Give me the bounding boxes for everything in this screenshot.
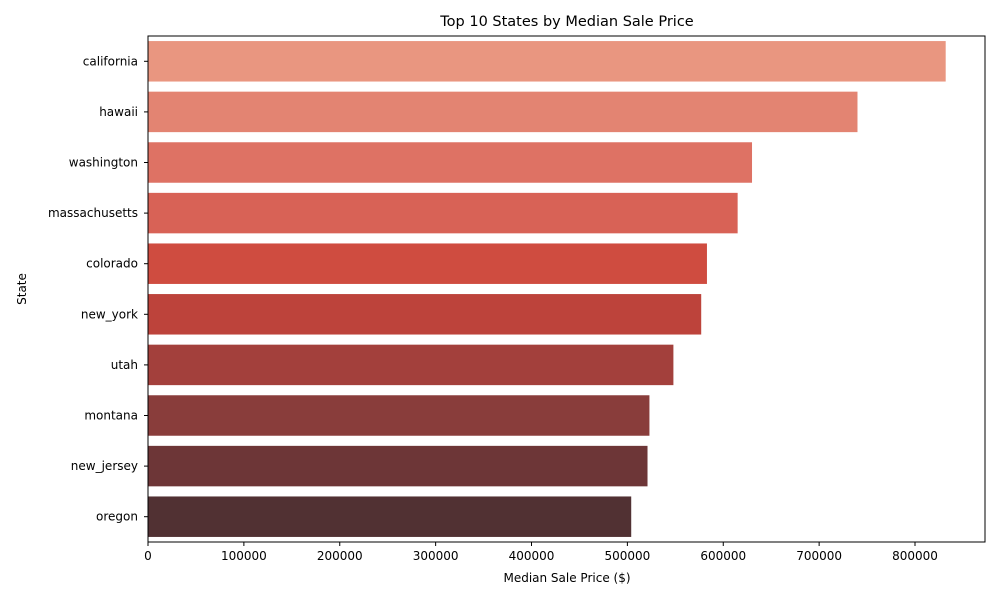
y-tick-label: massachusetts <box>48 206 138 220</box>
x-tick-label: 700000 <box>796 549 842 563</box>
bar-hawaii <box>148 91 858 133</box>
x-tick-label: 200000 <box>317 549 363 563</box>
x-axis-ticks: 0 100000 200000 300000 400000 500000 600000 700… <box>144 542 938 563</box>
x-tick-label: 100000 <box>221 549 267 563</box>
x-tick-label: 600000 <box>700 549 746 563</box>
y-tick-label: washington <box>69 156 138 170</box>
y-tick-label: california <box>83 54 138 68</box>
x-tick-label: 800000 <box>892 549 938 563</box>
bar-washington <box>148 142 753 183</box>
bar-new-jersey <box>148 445 648 487</box>
bar-oregon <box>148 496 632 537</box>
y-tick-label: oregon <box>96 510 138 524</box>
bar-massachusetts <box>148 192 738 234</box>
y-tick-label: hawaii <box>99 105 138 119</box>
y-tick-label: colorado <box>86 257 138 271</box>
chart-title: Top 10 States by Median Sale Price <box>439 14 694 30</box>
y-axis-label: State <box>15 273 29 305</box>
x-tick-label: 400000 <box>509 549 555 563</box>
bar-california <box>148 41 946 82</box>
plot-frame <box>147 35 986 543</box>
y-tick-label: new_york <box>81 307 138 321</box>
bar-new-york <box>148 294 702 335</box>
bars-group <box>148 41 946 537</box>
y-tick-label: utah <box>111 358 138 372</box>
x-tick-label: 500000 <box>604 549 650 563</box>
bar-utah <box>148 344 674 386</box>
y-tick-label: new_jersey <box>71 459 138 473</box>
axes-spines <box>147 35 986 543</box>
x-tick-label: 0 <box>144 549 152 563</box>
y-tick-label: montana <box>84 409 138 423</box>
x-axis-label: Median Sale Price ($) <box>503 571 630 585</box>
y-axis-ticks: california hawaii washington massachusetts c… <box>48 54 148 524</box>
bar-montana <box>148 395 650 436</box>
bar-colorado <box>148 243 707 284</box>
x-tick-label: 300000 <box>413 549 459 563</box>
